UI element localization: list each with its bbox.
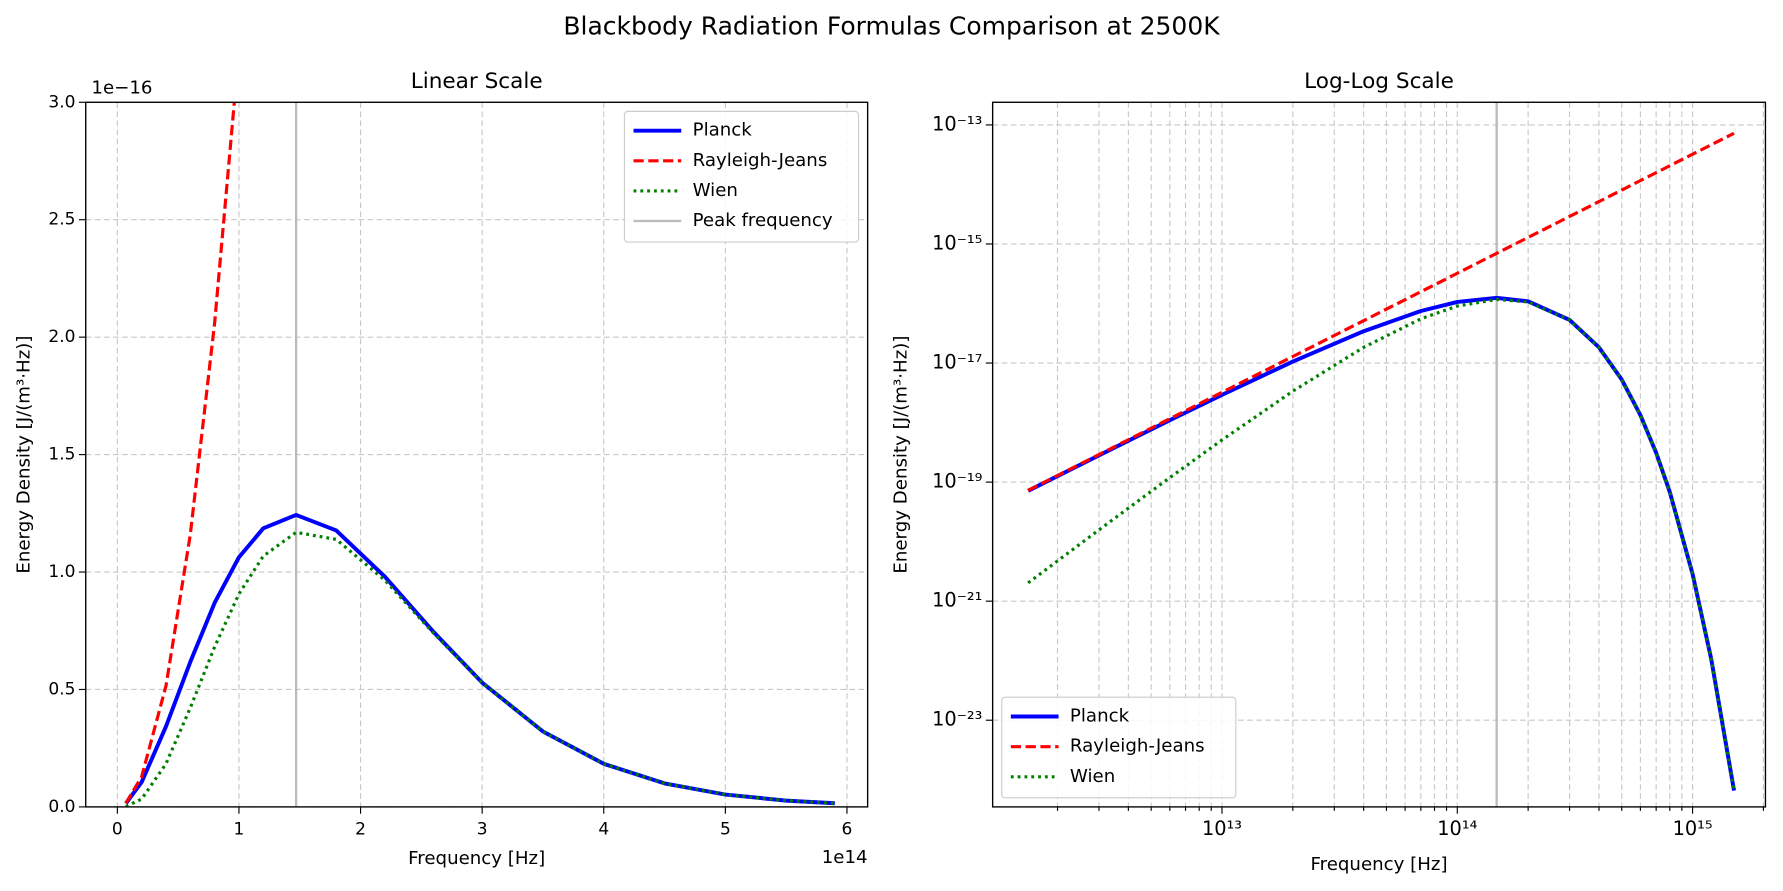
subplot: 10¹³ 10¹⁴ 10¹⁵ 10⁻²³ 10⁻²¹ 10⁻¹⁹ 10⁻¹⁷ 10⁻¹⁵ 10⁻… [891, 69, 1767, 875]
x-tick-label: 10¹⁵ [1673, 817, 1713, 840]
y-tick-label: 10⁻¹⁹ [932, 470, 983, 493]
y-tick-label: 2.5 [48, 210, 75, 230]
legend-label: Rayleigh-Jeans [693, 150, 828, 171]
x-tick-label: 4 [598, 820, 609, 840]
plot-area [1027, 102, 1736, 807]
legend-label: Planck [693, 120, 753, 141]
legend-label: Rayleigh-Jeans [1070, 736, 1205, 757]
figure-title: Blackbody Radiation Formulas Comparison … [563, 11, 1220, 40]
plot-area [124, 102, 835, 807]
legend-label: Wien [1070, 766, 1115, 787]
legend: Planck Rayleigh-Jeans Wien [1001, 696, 1237, 799]
x-axis-label: Frequency [Hz] [408, 848, 545, 869]
y-tick-label: 0.0 [48, 797, 75, 817]
legend-label: Peak frequency [693, 210, 833, 231]
x-tick-label: 1 [234, 820, 245, 840]
series-line [1027, 295, 1736, 791]
y-tick-label: 10⁻¹³ [932, 112, 982, 135]
y-tick-label: 1.5 [48, 445, 75, 465]
axes-frame [991, 101, 1767, 808]
x-tick-label: 10¹³ [1202, 817, 1242, 840]
y-tick-label: 10⁻²¹ [932, 589, 982, 612]
x-tick-label: 6 [842, 820, 853, 840]
x-offset-label: 1e14 [822, 847, 868, 868]
series-line [1027, 131, 1735, 492]
series-line [1027, 297, 1736, 791]
legend-label: Wien [693, 180, 738, 201]
subplot-title: Log-Log Scale [1304, 69, 1454, 94]
legend-box [1001, 696, 1237, 799]
y-axis-label: Energy Density [J/(m³·Hz)] [891, 336, 912, 574]
y-axis-label: Energy Density [J/(m³·Hz)] [13, 336, 34, 574]
x-tick-label: 3 [477, 820, 488, 840]
legend: Planck Rayleigh-Jeans Wien Peak frequency [623, 110, 860, 243]
subplot: 0 1 2 3 4 5 6 0.0 0.5 1.0 1.5 2.0 2.5 3.0 Linear Scale… [13, 69, 869, 869]
series-line [124, 512, 835, 806]
x-tick-label: 10¹⁴ [1437, 817, 1477, 840]
x-tick-label: 5 [720, 820, 731, 840]
legend-box [623, 110, 860, 243]
x-axis-label: Frequency [Hz] [1311, 854, 1448, 875]
y-offset-label: 1e−16 [91, 78, 152, 99]
y-tick-label: 0.5 [48, 679, 75, 699]
y-tick-label: 10⁻¹⁵ [932, 231, 982, 254]
x-tick-label: 2 [355, 820, 366, 840]
legend-label: Planck [1070, 706, 1130, 727]
y-tick-label: 3.0 [48, 92, 75, 112]
y-tick-label: 10⁻¹⁷ [932, 351, 982, 374]
x-tick-label: 0 [112, 820, 123, 840]
y-tick-label: 2.0 [48, 327, 75, 347]
series-line [125, 530, 835, 807]
y-tick-label: 1.0 [48, 562, 75, 582]
series-line [124, 102, 236, 805]
subplot-title: Linear Scale [411, 69, 543, 94]
axes-frame [85, 101, 869, 808]
y-tick-label: 10⁻²³ [932, 708, 982, 731]
